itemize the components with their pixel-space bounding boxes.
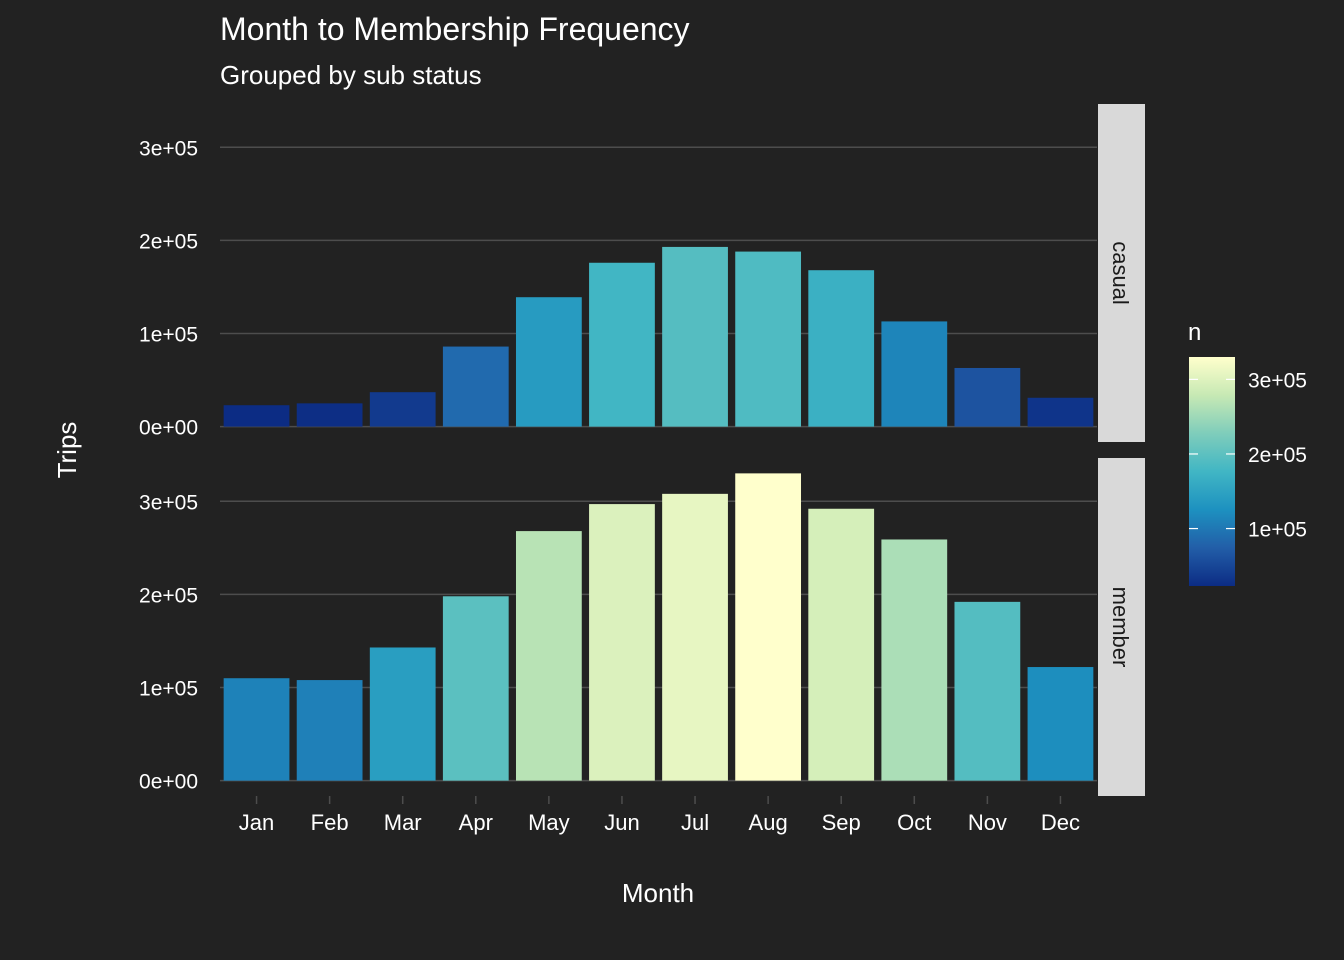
bar-casual-mar — [369, 392, 436, 427]
y-tick-label: 0e+00 — [139, 417, 198, 440]
y-tick-label: 0e+00 — [139, 771, 198, 794]
bar-member-jul — [662, 493, 728, 781]
facet-strip-casual — [1098, 104, 1145, 442]
y-tick-label: 1e+05 — [139, 678, 198, 701]
x-axis: Jan Feb Mar Apr May Jun Jul Aug Sep Oct Nov Dec — [239, 796, 1080, 835]
x-tick-label: Jan — [239, 810, 274, 835]
facet-label-casual: casual — [1108, 241, 1133, 305]
x-axis-label: Month — [622, 878, 694, 908]
bar-casual-apr — [442, 346, 509, 427]
chart-subtitle: Grouped by sub status — [220, 60, 482, 90]
colorbar-tick-label: 2e+05 — [1248, 444, 1307, 467]
bar-casual-jun — [589, 262, 655, 427]
x-tick-label: May — [528, 810, 570, 835]
y-tick-label: 1e+05 — [139, 324, 198, 347]
bar-member-mar — [369, 647, 436, 781]
x-tick-label: Sep — [822, 810, 861, 835]
colorbar-tick-label: 1e+05 — [1248, 519, 1307, 542]
bar-member-aug — [735, 473, 802, 781]
chart-title: Month to Membership Frequency — [220, 11, 690, 47]
facet-panels: 0e+00 1e+05 2e+05 3e+05 casual 0e+00 1e+05 2e+0… — [139, 104, 1145, 796]
x-tick-label: Feb — [311, 810, 349, 835]
x-tick-label: Jun — [604, 810, 639, 835]
colorbar-legend: n 1e+05 2e+05 3e+05 — [1188, 319, 1307, 586]
bar-member-apr — [442, 596, 509, 781]
bar-casual-sep — [808, 270, 875, 427]
panel-casual: 0e+00 1e+05 2e+05 3e+05 casual — [139, 104, 1145, 442]
y-axis-label: Trips — [52, 422, 82, 479]
panel-member: 0e+00 1e+05 2e+05 3e+05 member — [139, 458, 1145, 796]
bar-member-jan — [223, 678, 290, 781]
bar-member-dec — [1027, 667, 1094, 781]
bar-member-nov — [954, 601, 1021, 781]
y-tick-label: 2e+05 — [139, 584, 198, 607]
bar-casual-jan — [223, 405, 290, 427]
bar-casual-may — [515, 297, 582, 427]
bar-member-jun — [589, 504, 655, 781]
x-tick-label: Nov — [968, 810, 1007, 835]
bar-casual-nov — [954, 367, 1021, 427]
colorbar — [1189, 357, 1235, 586]
facet-label-member: member — [1108, 587, 1133, 668]
x-tick-label: Apr — [459, 810, 493, 835]
y-tick-label: 2e+05 — [139, 230, 198, 253]
x-tick-label: Oct — [897, 810, 931, 835]
x-tick-label: Aug — [749, 810, 788, 835]
bar-casual-dec — [1027, 397, 1094, 427]
bar-member-oct — [881, 539, 948, 781]
y-tick-label: 3e+05 — [139, 491, 198, 514]
bar-member-feb — [296, 680, 363, 781]
bar-casual-aug — [735, 251, 802, 427]
x-tick-label: Jul — [681, 810, 709, 835]
bar-member-may — [515, 531, 582, 781]
bar-casual-oct — [881, 321, 948, 427]
bar-member-sep — [808, 508, 875, 781]
facet-strip-member — [1098, 458, 1145, 796]
legend-title: n — [1188, 319, 1201, 346]
colorbar-tick-label: 3e+05 — [1248, 369, 1307, 392]
y-tick-label: 3e+05 — [139, 137, 198, 160]
x-tick-label: Mar — [384, 810, 422, 835]
bar-casual-jul — [662, 246, 728, 427]
x-tick-label: Dec — [1041, 810, 1080, 835]
bar-casual-feb — [296, 403, 363, 427]
